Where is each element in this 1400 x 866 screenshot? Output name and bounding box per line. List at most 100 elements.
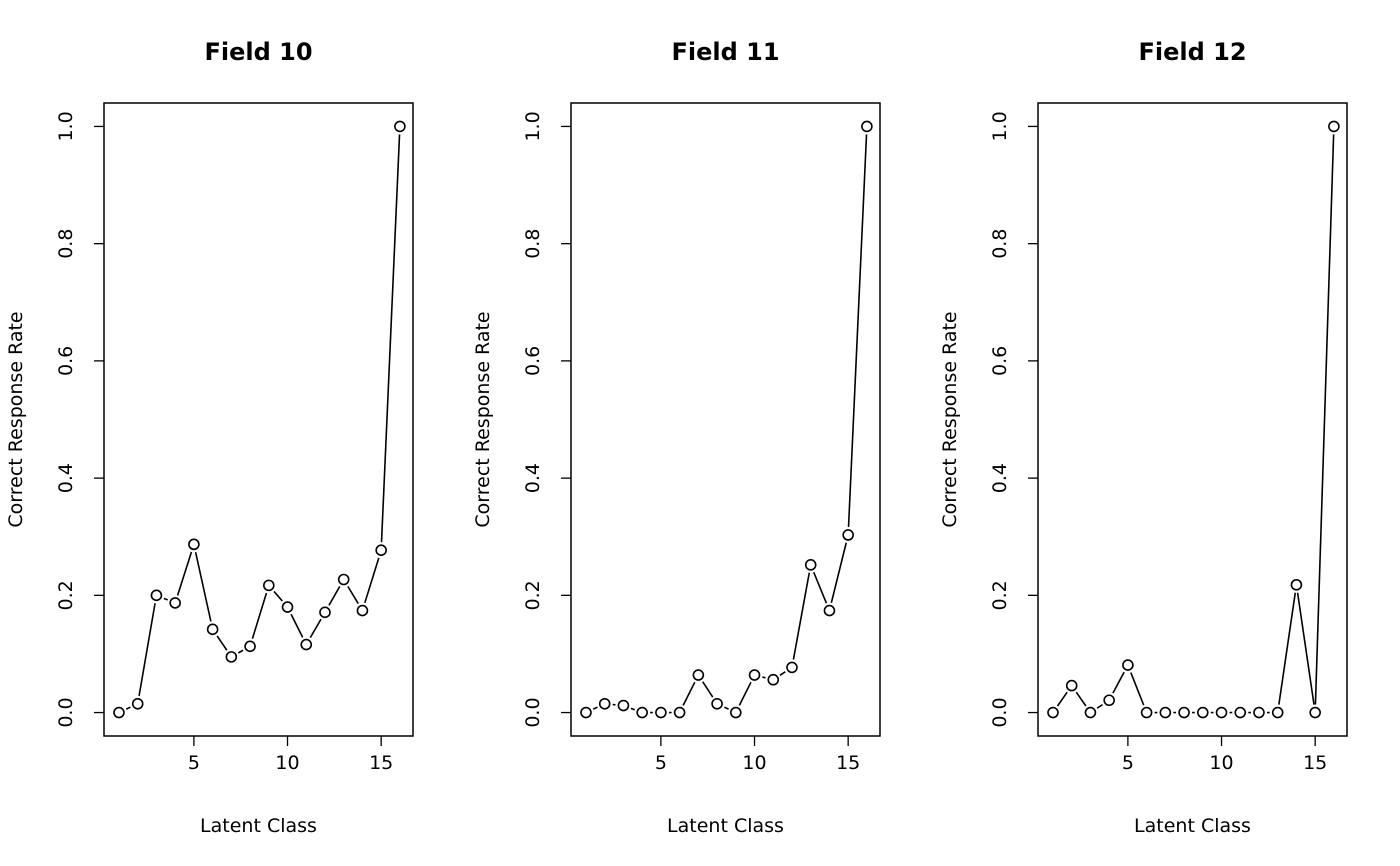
y-tick-label: 0.2	[989, 580, 1011, 610]
data-point	[1178, 706, 1190, 719]
data-point	[113, 706, 125, 719]
data-point	[319, 606, 331, 619]
data-point	[1140, 706, 1153, 719]
y-axis-label: Correct Response Rate	[939, 311, 961, 527]
series-line-segment	[251, 592, 268, 639]
x-axis-label: Latent Class	[667, 815, 784, 837]
x-tick-label: 10	[275, 752, 299, 774]
y-tick-label: 0.4	[989, 463, 1011, 493]
y-tick-label: 0.4	[55, 463, 77, 493]
data-point	[767, 673, 780, 686]
series-line-segment	[309, 618, 322, 639]
plot-frame	[103, 102, 414, 737]
y-tick-label: 0.0	[989, 697, 1011, 727]
series-line-segment	[592, 706, 598, 710]
x-tick-label: 5	[188, 752, 200, 774]
data-point	[673, 706, 686, 719]
panel-title: Field 10	[204, 38, 312, 66]
data-point	[1197, 706, 1209, 719]
series-line-segment	[328, 586, 341, 606]
series-line-segment	[682, 681, 696, 706]
y-tick-label: 1.0	[989, 111, 1011, 141]
data-point	[861, 120, 873, 133]
series-line-segment	[1112, 671, 1125, 694]
y-axis-label: Correct Response Rate	[5, 311, 27, 527]
series-line-segment	[1096, 703, 1103, 709]
series-line-segment	[779, 671, 786, 677]
data-point	[1103, 694, 1115, 707]
series-line-segment	[1314, 134, 1335, 705]
series-line-segment	[237, 649, 244, 654]
data-point	[580, 706, 592, 719]
data-point	[375, 544, 387, 557]
data-point	[300, 638, 313, 651]
panel-1: Field 10 5 10 15 0.0 0.2 0.4 0.6 0.8 1.0 Latent Cl…	[5, 38, 414, 837]
panel-2: Field 11 5 10 15 0.0 0.2 0.4 0.6 0.8 1.0 Latent Cl…	[472, 38, 881, 837]
x-tick-label: 10	[742, 752, 766, 774]
data-point	[1122, 659, 1134, 671]
series-line-segment	[702, 681, 714, 698]
series-line-segment	[364, 557, 380, 604]
series-line-segment	[1278, 592, 1297, 705]
x-tick-label: 15	[836, 752, 860, 774]
plot-frame	[1037, 102, 1348, 737]
data-point	[1309, 706, 1321, 719]
series-line-segment	[830, 542, 848, 603]
series-line-segment	[762, 676, 766, 679]
data-point	[281, 601, 294, 613]
data-point	[1271, 706, 1284, 719]
data-point	[337, 573, 350, 586]
data-point	[1084, 706, 1097, 719]
x-axis-label: Latent Class	[1134, 815, 1251, 837]
y-tick-label: 0.2	[522, 580, 544, 610]
series-line-segment	[738, 681, 752, 706]
series-line-segment	[290, 613, 304, 638]
series-line-segment	[1056, 691, 1068, 707]
data-point	[1159, 706, 1172, 719]
panel-title: Field 12	[1138, 38, 1246, 66]
data-point	[394, 120, 406, 133]
y-tick-label: 1.0	[522, 111, 544, 141]
data-point	[150, 589, 163, 602]
series-line-segment	[792, 572, 811, 660]
data-point	[131, 697, 144, 710]
series-line-segment	[176, 551, 193, 596]
y-tick-label: 0.6	[522, 346, 544, 376]
series-line-segment	[380, 134, 401, 543]
data-point	[1047, 706, 1059, 719]
data-point	[804, 559, 817, 571]
series-line-segment	[194, 551, 212, 622]
panel-3: Field 12 5 10 15 0.0 0.2 0.4 0.6 0.8 1.0 Latent Cl…	[939, 38, 1348, 837]
y-tick-label: 0.6	[55, 346, 77, 376]
y-tick-label: 0.6	[989, 346, 1011, 376]
x-tick-label: 5	[1122, 752, 1134, 774]
data-point	[823, 604, 836, 617]
series-line-segment	[347, 585, 359, 605]
data-point	[1234, 706, 1247, 719]
data-point	[1253, 706, 1265, 719]
plot-frame	[570, 102, 881, 737]
y-tick-label: 0.0	[55, 697, 77, 727]
y-axis-label: Correct Response Rate	[472, 311, 494, 527]
data-point	[244, 640, 256, 653]
data-point	[729, 706, 742, 719]
data-point	[188, 538, 200, 551]
series-line-segment	[813, 571, 828, 604]
x-tick-label: 10	[1209, 752, 1233, 774]
data-point	[169, 597, 181, 609]
series-line-segment	[630, 707, 635, 711]
y-tick-label: 0.8	[989, 229, 1011, 259]
data-point	[262, 579, 275, 592]
series-line-segment	[723, 706, 729, 710]
data-point	[1215, 706, 1228, 719]
y-tick-label: 0.0	[522, 697, 544, 727]
data-point	[1065, 679, 1078, 692]
x-tick-label: 5	[655, 752, 667, 774]
y-tick-label: 0.8	[55, 229, 77, 259]
panel-title: Field 11	[671, 38, 779, 66]
data-point	[1328, 120, 1340, 133]
data-point	[206, 623, 219, 636]
data-point	[842, 529, 854, 541]
series-line-segment	[847, 134, 868, 528]
